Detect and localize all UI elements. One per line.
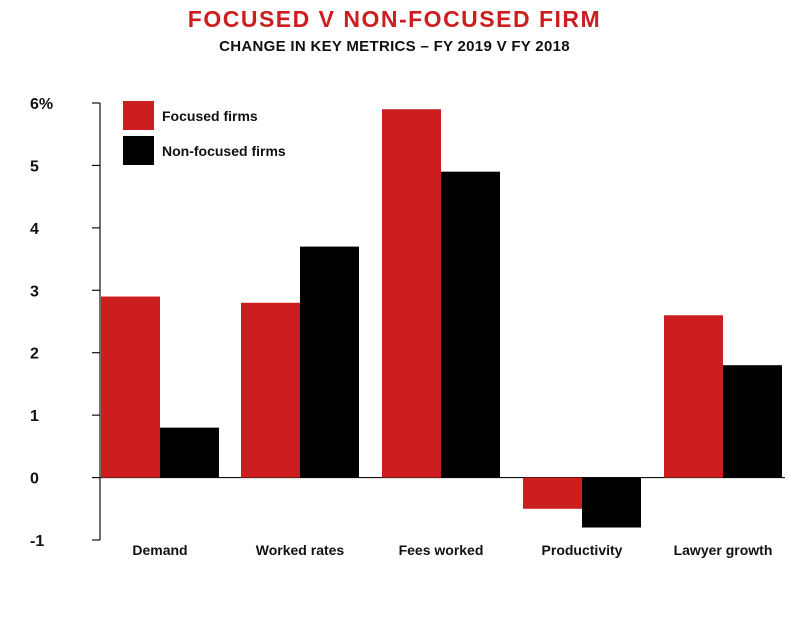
bar-non-focused-fees-worked xyxy=(441,171,500,478)
bar-focused-productivity xyxy=(523,477,582,509)
bar-non-focused-demand xyxy=(160,427,219,478)
bar-non-focused-lawyer-growth xyxy=(723,365,782,478)
y-tick-label: 5 xyxy=(30,158,39,175)
bars xyxy=(101,109,782,528)
y-tick-label: 2 xyxy=(30,346,39,363)
category-labels: Demand Worked rates Fees worked Productivit… xyxy=(132,542,772,558)
bar-focused-lawyer-growth xyxy=(664,315,723,478)
category-label: Fees worked xyxy=(399,542,484,558)
legend-swatch-non-focused xyxy=(123,136,154,165)
bar-focused-demand xyxy=(101,296,160,478)
y-tick-label: 4 xyxy=(30,221,39,238)
axes: 6% 5 4 3 2 1 0 -1 xyxy=(30,96,785,550)
bar-focused-worked-rates xyxy=(241,302,300,478)
legend-label: Non-focused firms xyxy=(162,143,286,159)
bar-focused-fees-worked xyxy=(382,109,441,478)
bar-non-focused-worked-rates xyxy=(300,246,359,478)
y-tick-label: 1 xyxy=(30,408,39,425)
bar-non-focused-productivity xyxy=(582,477,641,528)
y-tick-label: 3 xyxy=(30,283,39,300)
category-label: Demand xyxy=(132,542,187,558)
y-tick-label: -1 xyxy=(30,533,44,550)
chart-subtitle: CHANGE IN KEY METRICS – FY 2019 V FY 201… xyxy=(219,38,570,55)
chart-title: FOCUSED V NON-FOCUSED FIRM xyxy=(187,6,602,32)
category-label: Lawyer growth xyxy=(674,542,773,558)
legend-swatch-focused xyxy=(123,101,154,130)
legend-label: Focused firms xyxy=(162,108,258,124)
category-label: Worked rates xyxy=(256,542,345,558)
legend: Focused firms Non-focused firms xyxy=(123,101,286,165)
y-tick-label: 0 xyxy=(30,471,39,488)
y-tick-label: 6% xyxy=(30,96,53,113)
category-label: Productivity xyxy=(542,542,623,558)
